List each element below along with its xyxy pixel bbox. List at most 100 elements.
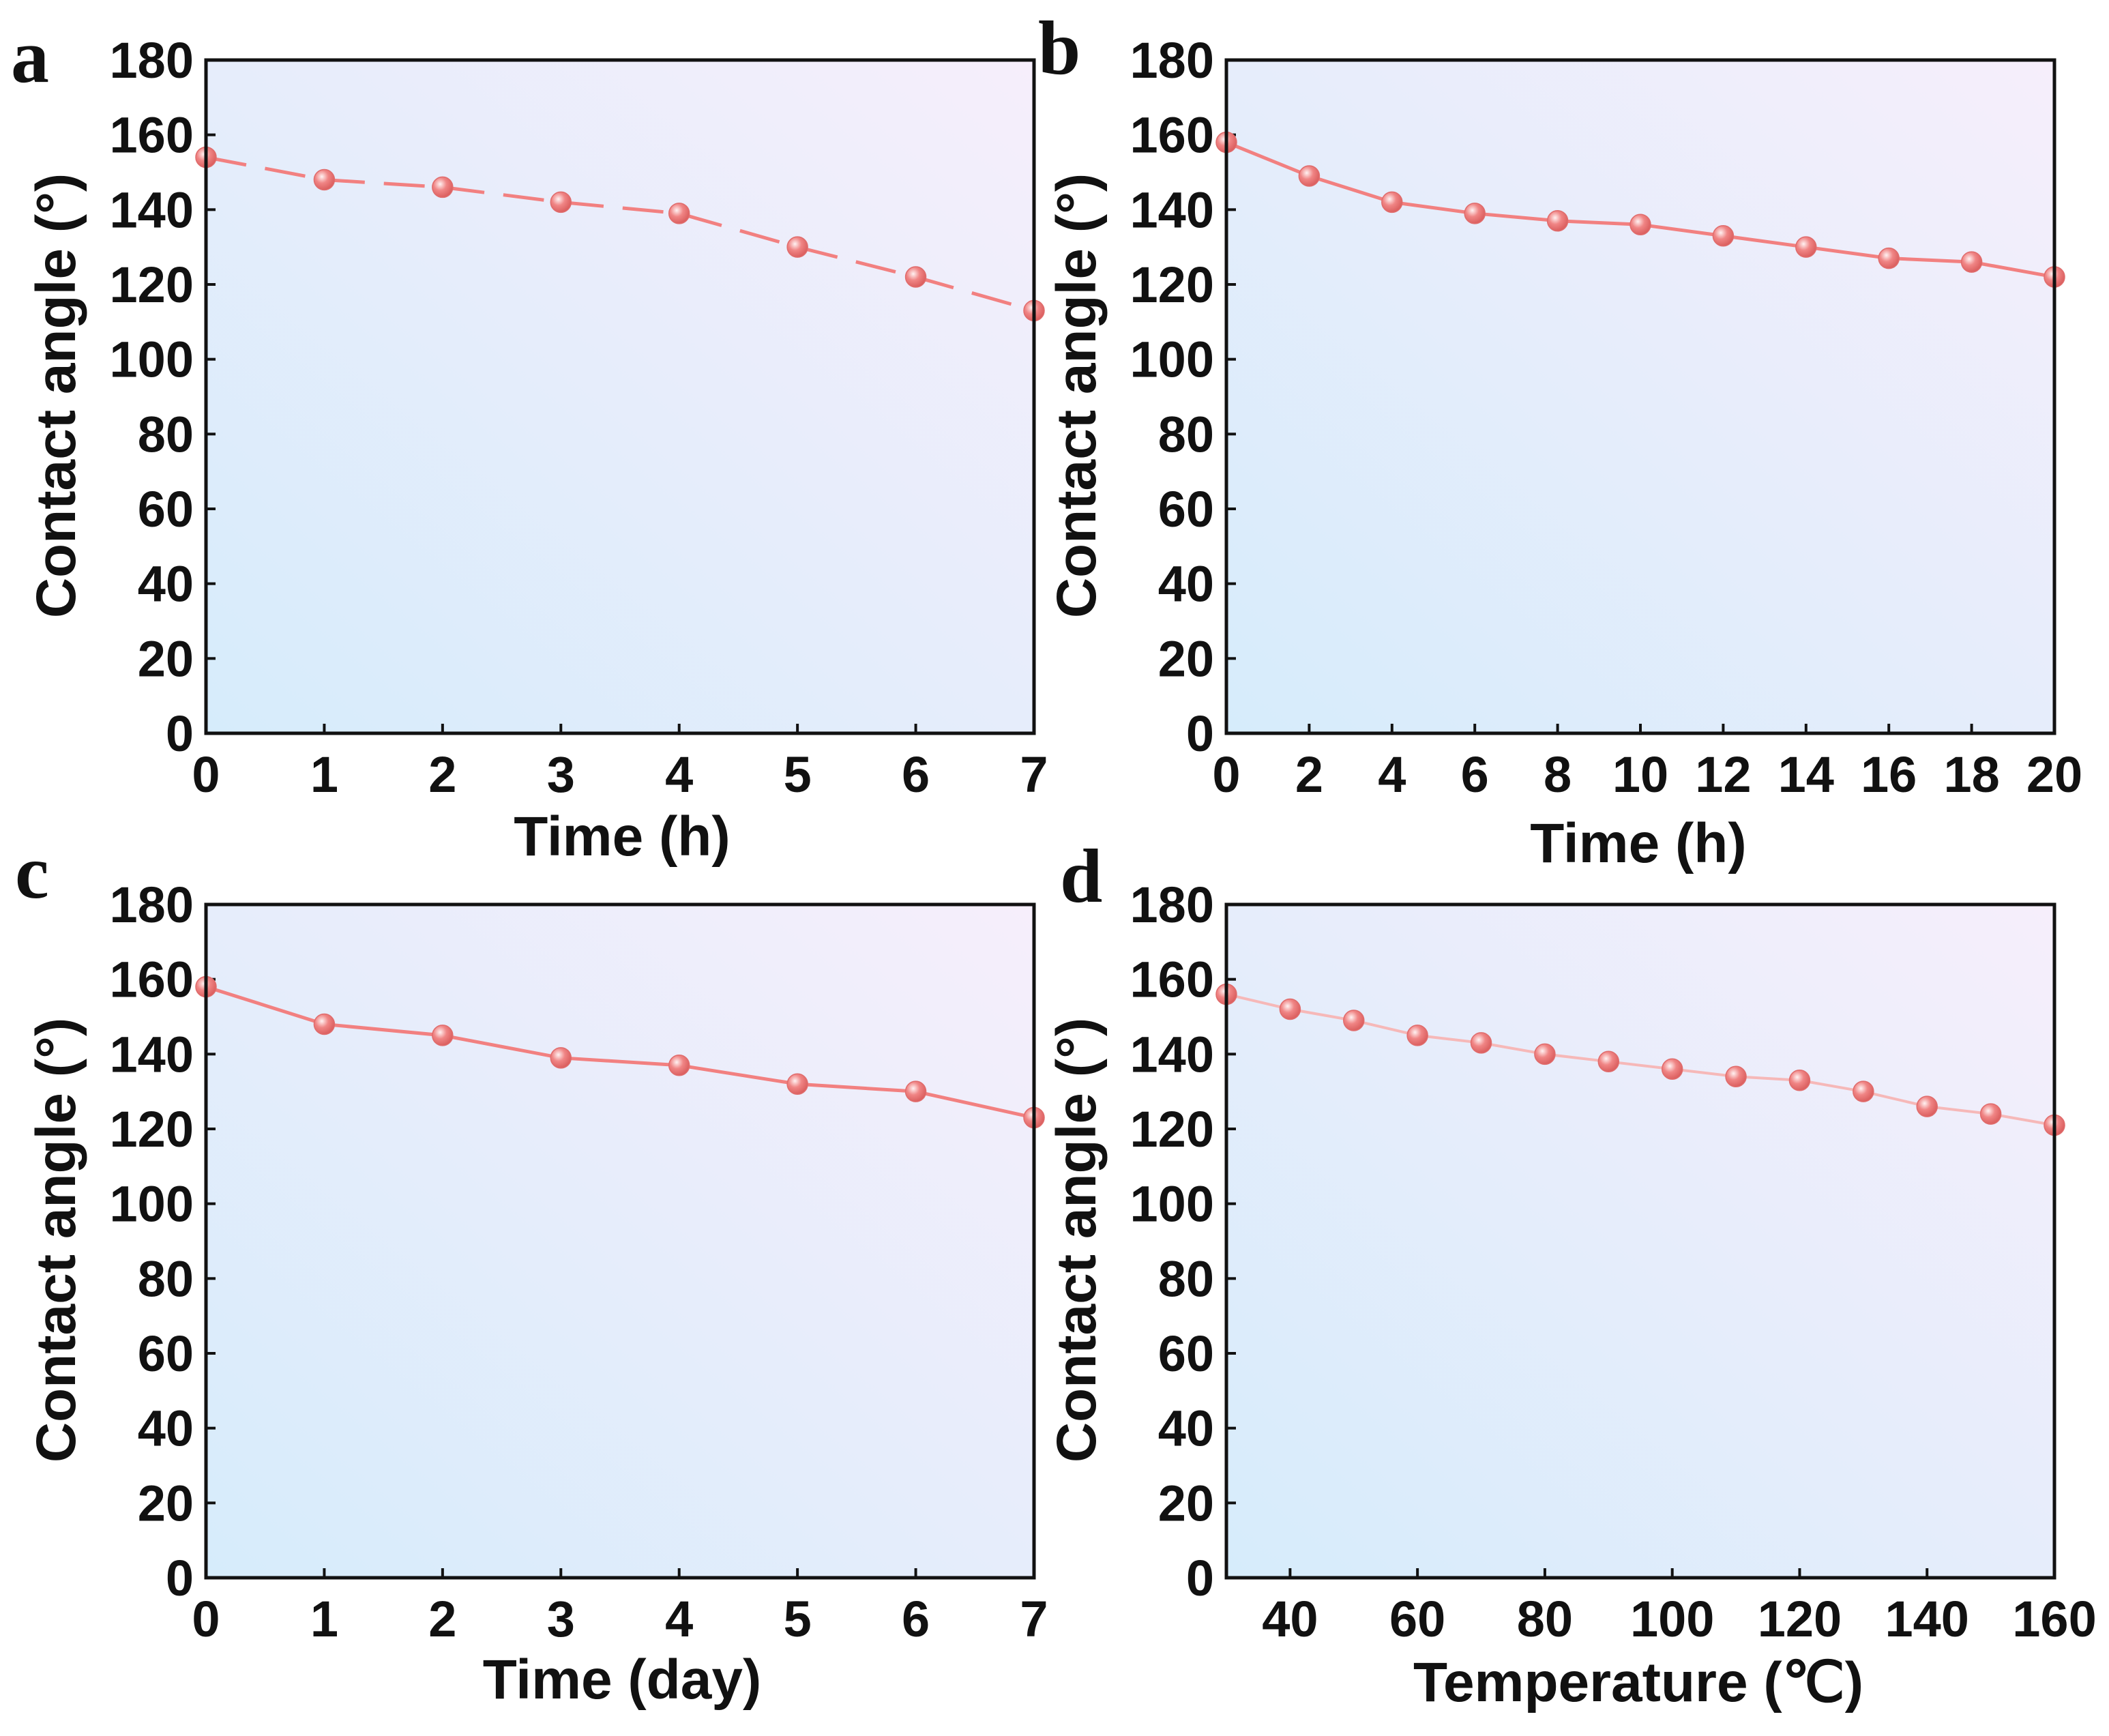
x-axis-title: Temperature (℃) <box>1413 1651 1863 1713</box>
data-point <box>1979 1103 2002 1125</box>
x-tick-label: 160 <box>2012 1591 2096 1647</box>
panel-c: c Contact angle (°) Time (day) 020406080… <box>15 830 1048 1711</box>
x-tick-label: 1 <box>310 1591 338 1647</box>
data-point <box>1546 210 1569 232</box>
data-point <box>1534 1043 1556 1065</box>
x-tick-label: 4 <box>665 1591 693 1647</box>
data-point <box>1878 247 1900 269</box>
panel-letter-c: c <box>15 830 49 915</box>
x-tick-label: 0 <box>192 746 220 803</box>
data-point <box>1279 998 1301 1020</box>
y-tick-label: 20 <box>1158 630 1214 687</box>
y-tick-label: 60 <box>1158 1325 1214 1382</box>
data-point <box>1853 1080 1874 1102</box>
x-tick-label: 5 <box>784 746 812 803</box>
data-point <box>1916 1095 1938 1117</box>
y-tick-label: 40 <box>1158 556 1214 613</box>
x-tick-label: 14 <box>1778 746 1834 803</box>
x-axis-title: Time (h) <box>514 806 730 868</box>
x-tick-label: 7 <box>1020 1591 1048 1647</box>
y-tick-label: 100 <box>110 1176 194 1233</box>
x-tick-label: 6 <box>902 746 930 803</box>
y-tick-label: 100 <box>1130 1176 1214 1233</box>
y-tick-label: 120 <box>1130 256 1214 313</box>
y-tick-label: 140 <box>1130 1026 1214 1083</box>
y-tick-label: 40 <box>1158 1400 1214 1457</box>
y-tick-label: 0 <box>1186 705 1214 762</box>
plot-background <box>206 60 1034 733</box>
y-tick-label: 160 <box>1130 107 1214 164</box>
data-point <box>1470 1032 1492 1054</box>
x-tick-label: 7 <box>1020 746 1048 803</box>
x-tick-label: 6 <box>1461 746 1489 803</box>
x-tick-label: 40 <box>1262 1591 1318 1647</box>
x-tick-label: 12 <box>1695 746 1751 803</box>
y-tick-label: 0 <box>1186 1550 1214 1606</box>
data-point <box>550 1047 572 1069</box>
y-tick-label: 140 <box>110 181 194 238</box>
y-tick-label: 120 <box>110 256 194 313</box>
y-axis-title: Contact angle (°) <box>1046 173 1108 618</box>
plot-background <box>206 904 1034 1578</box>
data-point <box>432 1025 454 1046</box>
data-point <box>550 191 572 214</box>
y-tick-label: 20 <box>138 630 194 687</box>
panel-b: b Contact angle (°) Time (h) 02040608010… <box>1038 6 2082 874</box>
y-tick-label: 0 <box>166 705 194 762</box>
x-tick-label: 10 <box>1612 746 1668 803</box>
x-tick-label: 8 <box>1544 746 1572 803</box>
y-tick-label: 80 <box>138 1250 194 1307</box>
data-point <box>1661 1058 1683 1080</box>
data-point <box>1795 236 1817 258</box>
data-point <box>668 203 690 224</box>
y-tick-label: 100 <box>1130 332 1214 388</box>
plot-background <box>1226 904 2054 1578</box>
panel-d: d Contact angle (°) Temperature (℃) 0 20 4… <box>1046 834 2097 1713</box>
y-axis-title: Contact angle (°) <box>1046 1018 1108 1462</box>
plot-background <box>1226 60 2054 733</box>
data-point <box>1464 203 1486 224</box>
plot-frame <box>204 902 1036 1580</box>
plot-frame <box>1224 58 2056 735</box>
x-tick-label: 18 <box>1943 746 1999 803</box>
y-tick-label: 40 <box>138 1400 194 1457</box>
y-tick-label: 160 <box>110 107 194 164</box>
x-tick-label: 5 <box>784 1591 812 1647</box>
y-tick-label: 20 <box>138 1475 194 1531</box>
y-tick-label: 180 <box>1130 877 1214 933</box>
y-tick-label: 160 <box>110 952 194 1008</box>
y-tick-label: 120 <box>110 1101 194 1158</box>
data-point <box>904 1080 927 1102</box>
panel-letter-a: a <box>11 14 49 99</box>
y-tick-label: 80 <box>138 406 194 462</box>
series-line <box>205 156 1035 312</box>
x-axis-title: Time (day) <box>483 1649 762 1711</box>
x-tick-label: 100 <box>1630 1591 1714 1647</box>
y-tick-label: 80 <box>1158 406 1214 462</box>
x-tick-label: 6 <box>902 1591 930 1647</box>
x-tick-label: 16 <box>1861 746 1917 803</box>
y-tick-label: 180 <box>110 32 194 89</box>
y-tick-label: 60 <box>1158 481 1214 538</box>
y-tick-label: 100 <box>110 332 194 388</box>
data-point <box>313 168 336 191</box>
y-tick-label: 60 <box>138 1325 194 1382</box>
y-tick-label: 40 <box>138 556 194 613</box>
data-point <box>1298 165 1321 187</box>
x-tick-label: 1 <box>310 746 338 803</box>
x-axis-title: Time (h) <box>1530 812 1746 874</box>
data-point <box>432 176 454 198</box>
x-tick-label: 120 <box>1758 1591 1842 1647</box>
x-tick-label: 2 <box>428 1591 456 1647</box>
x-tick-label: 0 <box>192 1591 220 1647</box>
y-axis-title: Contact angle (°) <box>25 173 87 618</box>
y-tick-label: 160 <box>1130 952 1214 1008</box>
data-point <box>786 236 808 258</box>
panel-letter-d: d <box>1060 834 1102 919</box>
panel-a: a Contact angle (°) Time (h) 02040608010… <box>11 14 1048 868</box>
data-point <box>668 1055 690 1076</box>
x-tick-label: 3 <box>547 1591 575 1647</box>
data-point <box>1629 214 1651 236</box>
data-point <box>313 1013 336 1035</box>
